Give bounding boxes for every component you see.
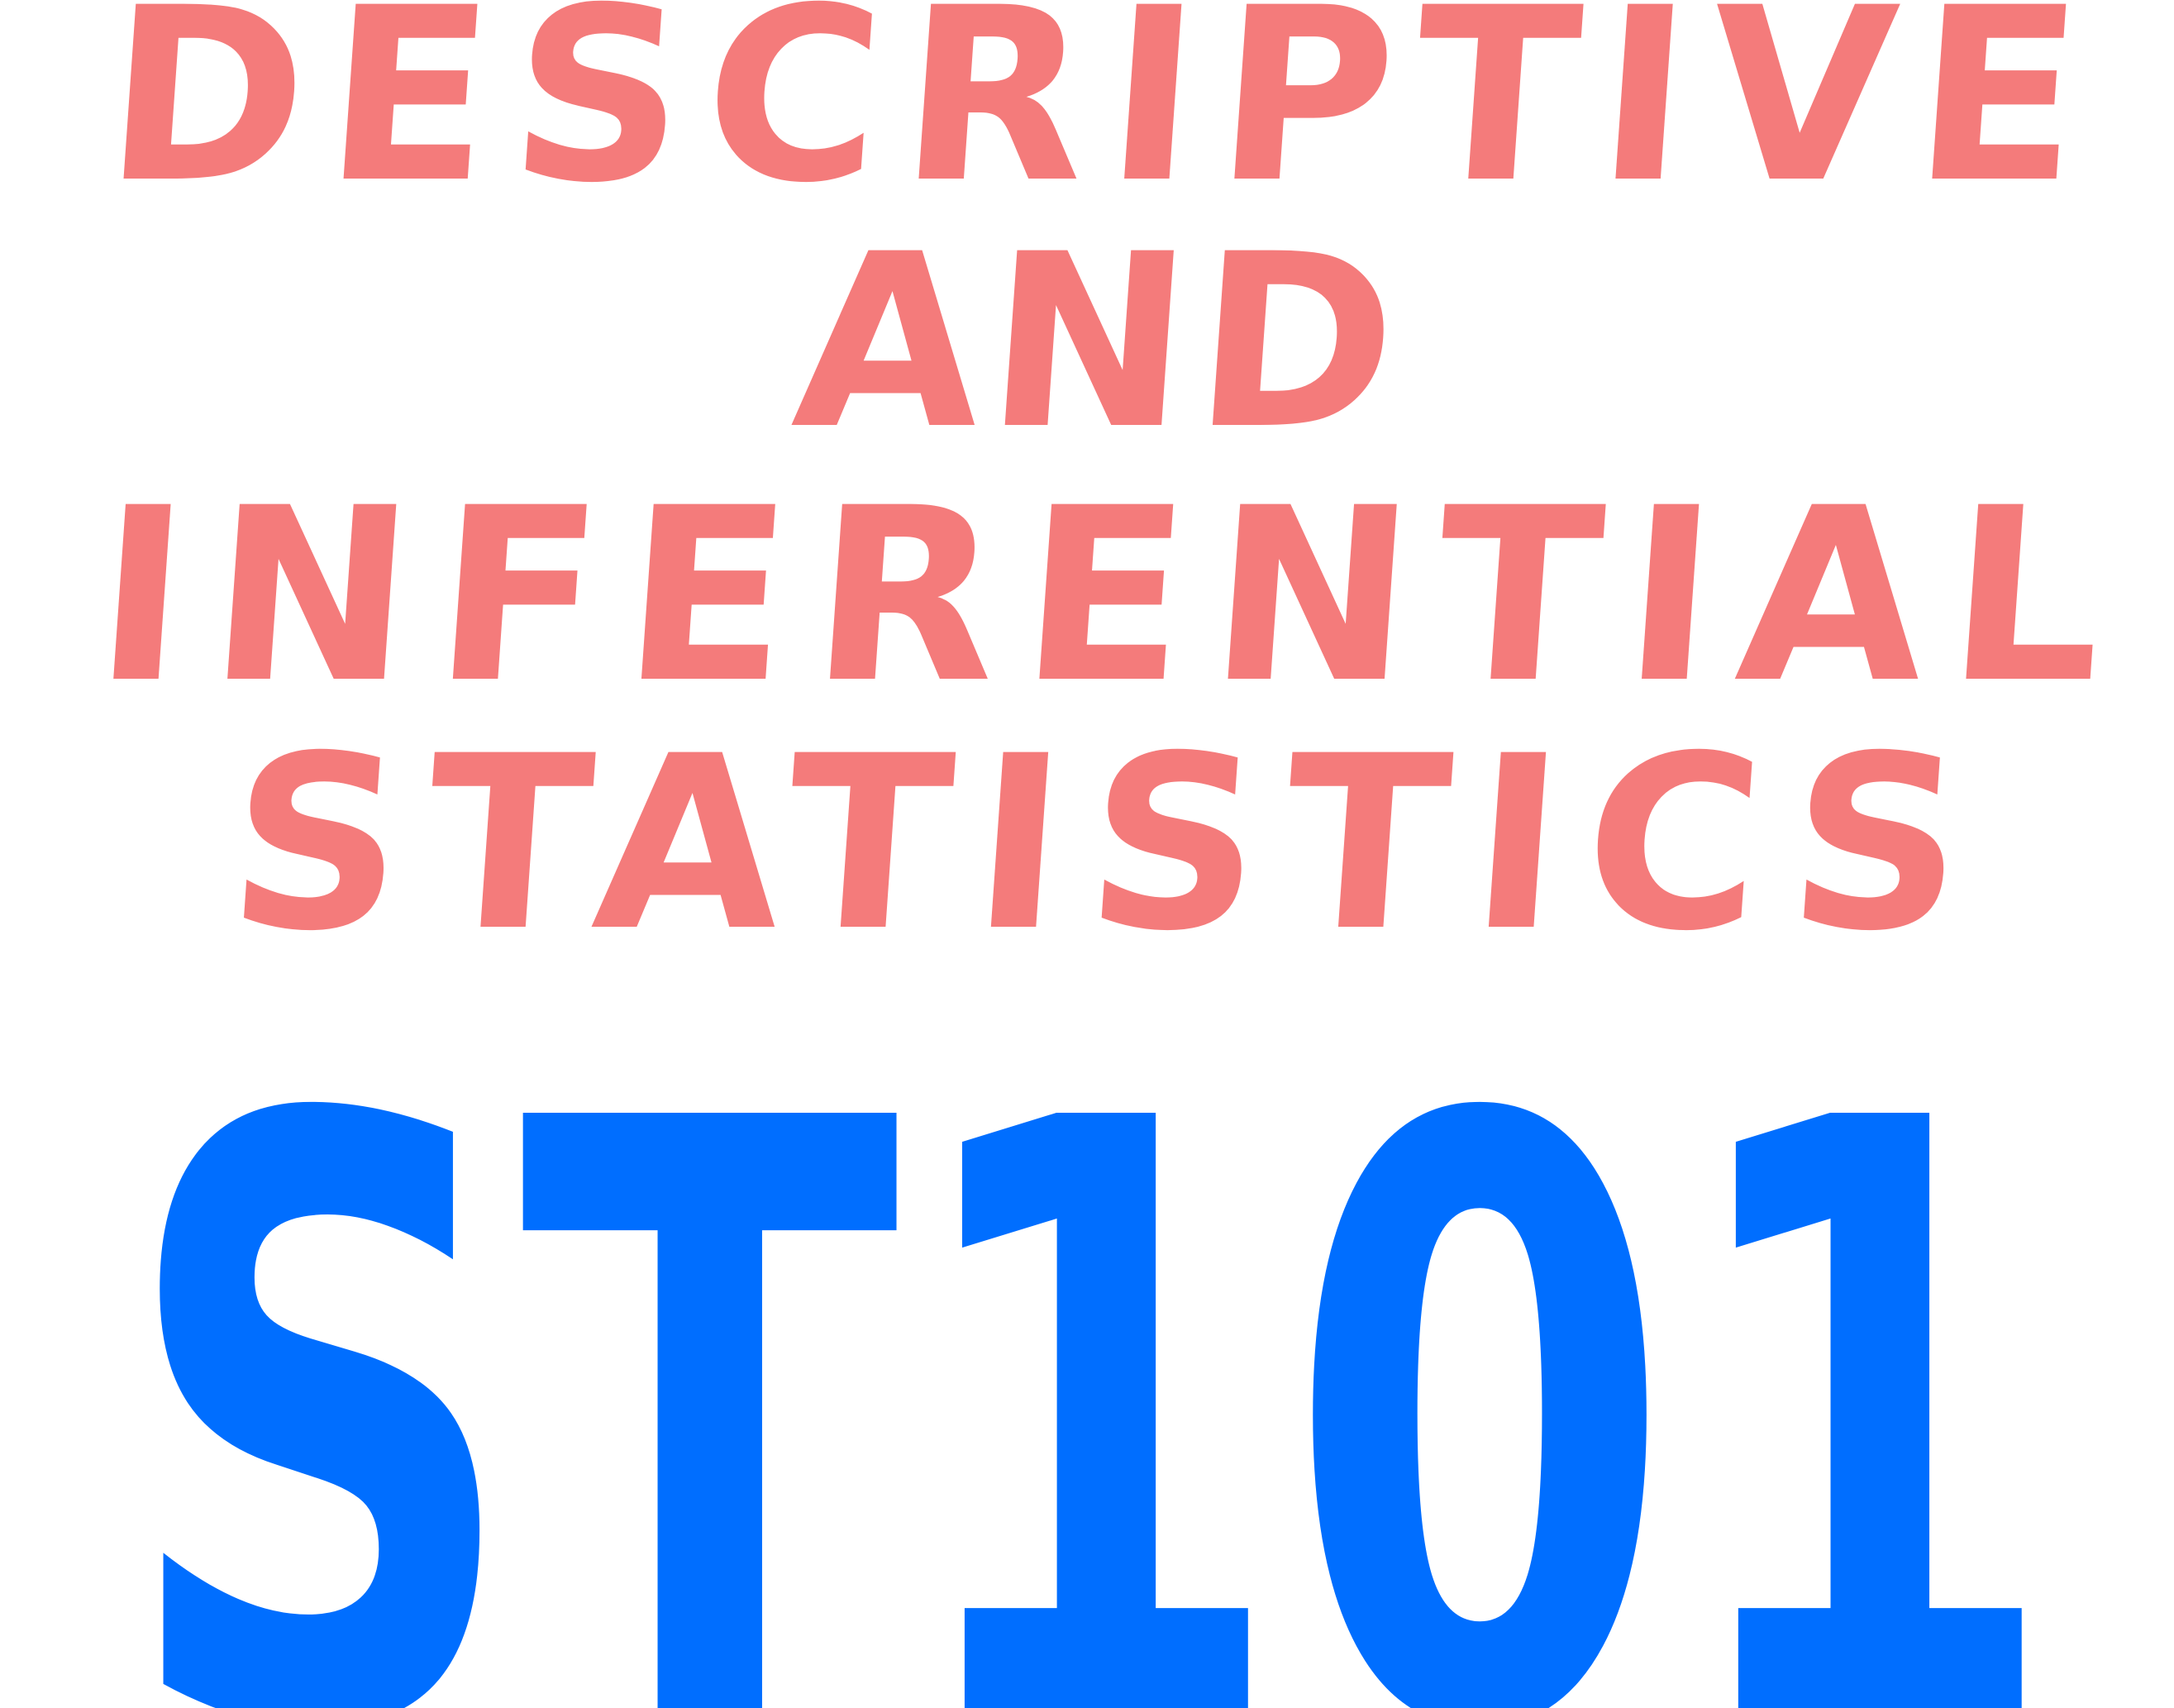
title-line: INFERENTIAL: [88, 456, 2113, 736]
title-line: AND: [786, 203, 1405, 482]
course-title: DESCRIPTIVE AND INFERENTIAL STATISTICS: [88, 0, 2113, 984]
title-line: DESCRIPTIVE: [98, 0, 2090, 236]
title-line: STATISTICS: [221, 704, 1973, 984]
course-code: ST101: [120, 948, 2060, 1708]
